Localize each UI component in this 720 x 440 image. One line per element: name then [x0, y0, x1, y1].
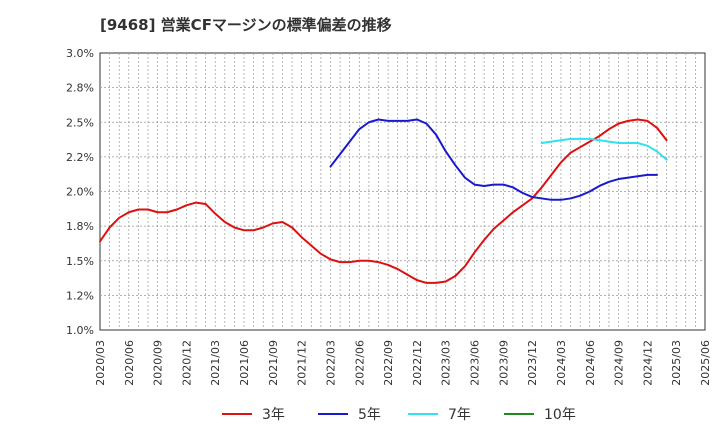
- y-tick-label: 2.8%: [66, 82, 94, 95]
- legend: 3年 5年 7年 10年: [222, 407, 576, 423]
- y-tick-label: 3.0%: [66, 47, 94, 60]
- x-tick-label: 2023/03: [440, 340, 453, 386]
- legend-label: 3年: [262, 407, 285, 423]
- series-layer: [99, 118, 668, 284]
- y-tick-label: 1.0%: [66, 324, 94, 337]
- x-tick-label: 2025/03: [670, 340, 683, 386]
- x-tick-label: 2024/09: [613, 340, 626, 386]
- chart-title: [9468] 営業CFマージンの標準偏差の推移: [100, 16, 392, 34]
- x-tick-label: 2022/09: [382, 340, 395, 386]
- series-line-7年: [540, 137, 668, 161]
- y-tick-label: 1.2%: [66, 289, 94, 302]
- x-tick-label: 2024/03: [555, 340, 568, 386]
- x-tick-label: 2021/06: [238, 340, 251, 386]
- x-tick-label: 2020/12: [180, 340, 193, 386]
- legend-label: 10年: [544, 407, 576, 423]
- x-tick-label: 2023/06: [469, 340, 482, 386]
- x-tick-label: 2021/09: [267, 340, 280, 386]
- plot-area: [99, 52, 706, 331]
- x-tick-label: 2020/06: [123, 340, 136, 386]
- x-tick-label: 2025/06: [699, 340, 712, 386]
- legend-label: 5年: [358, 407, 381, 423]
- x-tick-label: 2024/06: [584, 340, 597, 386]
- series-line-5年: [329, 118, 658, 201]
- legend-label: 7年: [448, 407, 471, 423]
- y-tick-label: 1.8%: [66, 220, 94, 233]
- x-tick-label: 2021/03: [209, 340, 222, 386]
- y-tick-label: 2.5%: [66, 116, 94, 129]
- y-axis-ticks: 1.0% 1.2% 1.5% 1.8% 2.0% 2.2% 2.5% 2.8% 3.0%: [66, 47, 94, 337]
- x-tick-label: 2024/12: [641, 340, 654, 386]
- series-line-3年: [99, 118, 668, 284]
- grid: [100, 53, 705, 330]
- y-tick-label: 2.2%: [66, 151, 94, 164]
- x-tick-label: 2021/12: [296, 340, 309, 386]
- y-tick-label: 1.5%: [66, 255, 94, 268]
- x-tick-label: 2022/06: [353, 340, 366, 386]
- x-tick-label: 2023/12: [526, 340, 539, 386]
- x-tick-label: 2023/09: [497, 340, 510, 386]
- x-tick-label: 2022/03: [324, 340, 337, 386]
- y-tick-label: 2.0%: [66, 186, 94, 199]
- x-tick-label: 2020/03: [94, 340, 107, 386]
- x-axis-ticks: 2020/03 2020/06 2020/09 2020/12 2021/03 2021/…: [94, 340, 712, 386]
- x-tick-label: 2020/09: [152, 340, 165, 386]
- x-tick-label: 2022/12: [411, 340, 424, 386]
